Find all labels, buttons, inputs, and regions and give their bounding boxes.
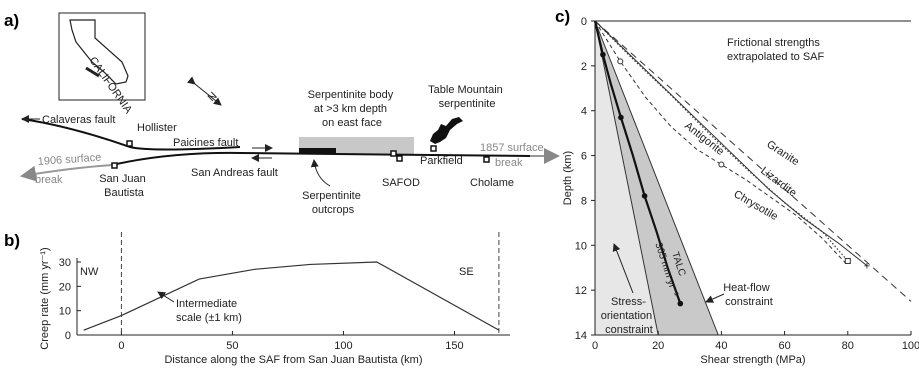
surface-1906-break-label: break: [35, 174, 63, 186]
chrysotile-point: [617, 58, 624, 65]
x-tick-label: 50: [226, 340, 238, 352]
calaveras-fault-line: [21, 118, 241, 151]
x-tick-label: 0: [592, 340, 598, 352]
parkfield-label: Parkfield: [420, 155, 463, 167]
y-tick-label: 10: [575, 240, 587, 252]
y-tick-label: 6: [581, 151, 587, 163]
y-tick-label: 10: [59, 306, 71, 318]
intermediate-scale-arrow-icon: [157, 291, 175, 303]
lizardite-curve: [594, 20, 868, 266]
creep-rate-chart: 0 10 20 30 0 50 100 150 Distance along the SAF f…: [39, 232, 510, 366]
granite-curve: [594, 20, 912, 302]
safod-marker-2: [396, 155, 403, 162]
x-tick-label: 40: [715, 340, 727, 352]
talc-point: [677, 300, 684, 307]
calaveras-fault-label: Calaveras fault: [42, 114, 115, 126]
heat-flow-constraint-label: Heat-flow constraint: [723, 282, 773, 308]
outcrops-label: Serpentinite outcrops: [302, 190, 364, 216]
san-juan-marker: [111, 162, 118, 169]
nw-label: NW: [80, 266, 99, 278]
antigorite-label: Antigorite: [682, 120, 726, 158]
table-mountain-serpentinite-shape: [430, 117, 463, 144]
outcrops-arrow-icon: [310, 159, 331, 187]
x-tick-label: 0: [118, 340, 124, 352]
y-axis-title: Creep rate (mm yr⁻¹): [39, 247, 51, 349]
x-tick-label: 60: [778, 340, 790, 352]
panel-b-label: b): [4, 231, 20, 250]
panel-c-label: c): [555, 7, 570, 26]
paicines-fault-label: Paicines fault: [173, 137, 238, 149]
stress-constraint-label: Stress- orientation constraint: [601, 296, 655, 336]
talc-curve: [593, 20, 682, 304]
intermediate-scale-label: Intermediate scale (±1 km): [176, 298, 242, 324]
san-juan-bautista-label: San Juan Bautista: [99, 173, 149, 199]
x-tick-label: 100: [334, 340, 352, 352]
x-axis-title: Shear strength (MPa): [700, 354, 805, 366]
frictional-strengths-note: Frictional strengths extrapolated to SAF: [727, 37, 825, 63]
y-tick-label: 0: [65, 330, 71, 342]
y-tick-label: 0: [581, 16, 587, 28]
granite-label: Granite: [764, 138, 801, 168]
safod-label: SAFOD: [382, 177, 420, 189]
study-area-marker: [85, 66, 100, 78]
talc-point: [618, 114, 624, 121]
se-label: SE: [459, 266, 474, 278]
san-andreas-fault-line: [111, 151, 531, 166]
heat-flow-arrow-icon: [705, 293, 725, 303]
x-tick-label: 150: [445, 340, 463, 352]
y-axis-title: Depth (km): [562, 151, 574, 205]
antigorite-curve: [594, 20, 849, 262]
y-tick-label: 4: [581, 106, 587, 118]
y-tick-label: 12: [575, 285, 587, 297]
x-tick-label: 80: [842, 340, 854, 352]
cholame-label: Cholame: [470, 177, 514, 189]
y-tick-label: 20: [59, 281, 71, 293]
table-mountain-label: Table Mountain serpentinite: [428, 84, 506, 110]
shear-strength-chart: 0 2 4 6 8 10 12 14 0 20 40 60 80 100 + Shear strength (…: [562, 16, 919, 366]
y-tick-label: 14: [575, 330, 587, 342]
california-inset-map: CALIFORNIA: [58, 12, 146, 116]
safod-marker-1: [390, 150, 397, 157]
serpentinite-outcrop-bar: [299, 148, 336, 154]
surface-1857-label: 1857 surface: [480, 142, 544, 154]
lizardite-end-marker: +: [864, 260, 870, 272]
y-tick-label: 30: [59, 257, 71, 269]
talc-point: [600, 51, 606, 58]
serpentinite-body-label: Serpentinite body at >3 km depth on east…: [308, 89, 397, 129]
x-axis-title: Distance along the SAF from San Juan Bau…: [164, 354, 422, 366]
stress-constraint-arrow-icon: [612, 243, 634, 294]
surface-1906-line: [20, 164, 113, 182]
panel-c: c) 0 2 4 6 8 10 12 14 0 20 40 60 80 100 + Shear strengt…: [555, 7, 919, 366]
san-andreas-fault-label: San Andreas fault: [191, 167, 278, 179]
hollister-marker: [126, 140, 133, 147]
panel-a-label: a): [4, 11, 19, 30]
x-tick-label: 20: [652, 340, 664, 352]
y-tick-label: 8: [581, 195, 587, 207]
california-outline: [69, 19, 129, 85]
hollister-label: Hollister: [137, 122, 177, 134]
panel-b: b) 0 10 20 30 0 50 100 150 Distance along the SA…: [4, 231, 510, 366]
chrysotile-curve: [594, 20, 849, 266]
antigorite-end-marker: [844, 257, 851, 264]
surface-1906-label: 1906 surface: [37, 152, 101, 168]
north-arrow-icon: N: [187, 76, 222, 106]
lizardite-label: Lizardite: [758, 165, 798, 200]
surface-1857-break-label: break: [495, 157, 523, 169]
y-tick-label: 2: [581, 61, 587, 73]
parkfield-marker: [430, 145, 437, 152]
cholame-marker: [483, 156, 490, 163]
creep-rate-line: [83, 261, 500, 331]
chrysotile-label: Chrysotile: [732, 188, 780, 223]
panel-a: a) CALIFORNIA N Serpentinite body at >3 …: [4, 11, 560, 216]
chrysotile-point: [718, 161, 725, 168]
x-tick-label: 100: [902, 340, 919, 352]
talc-point: [641, 193, 648, 199]
